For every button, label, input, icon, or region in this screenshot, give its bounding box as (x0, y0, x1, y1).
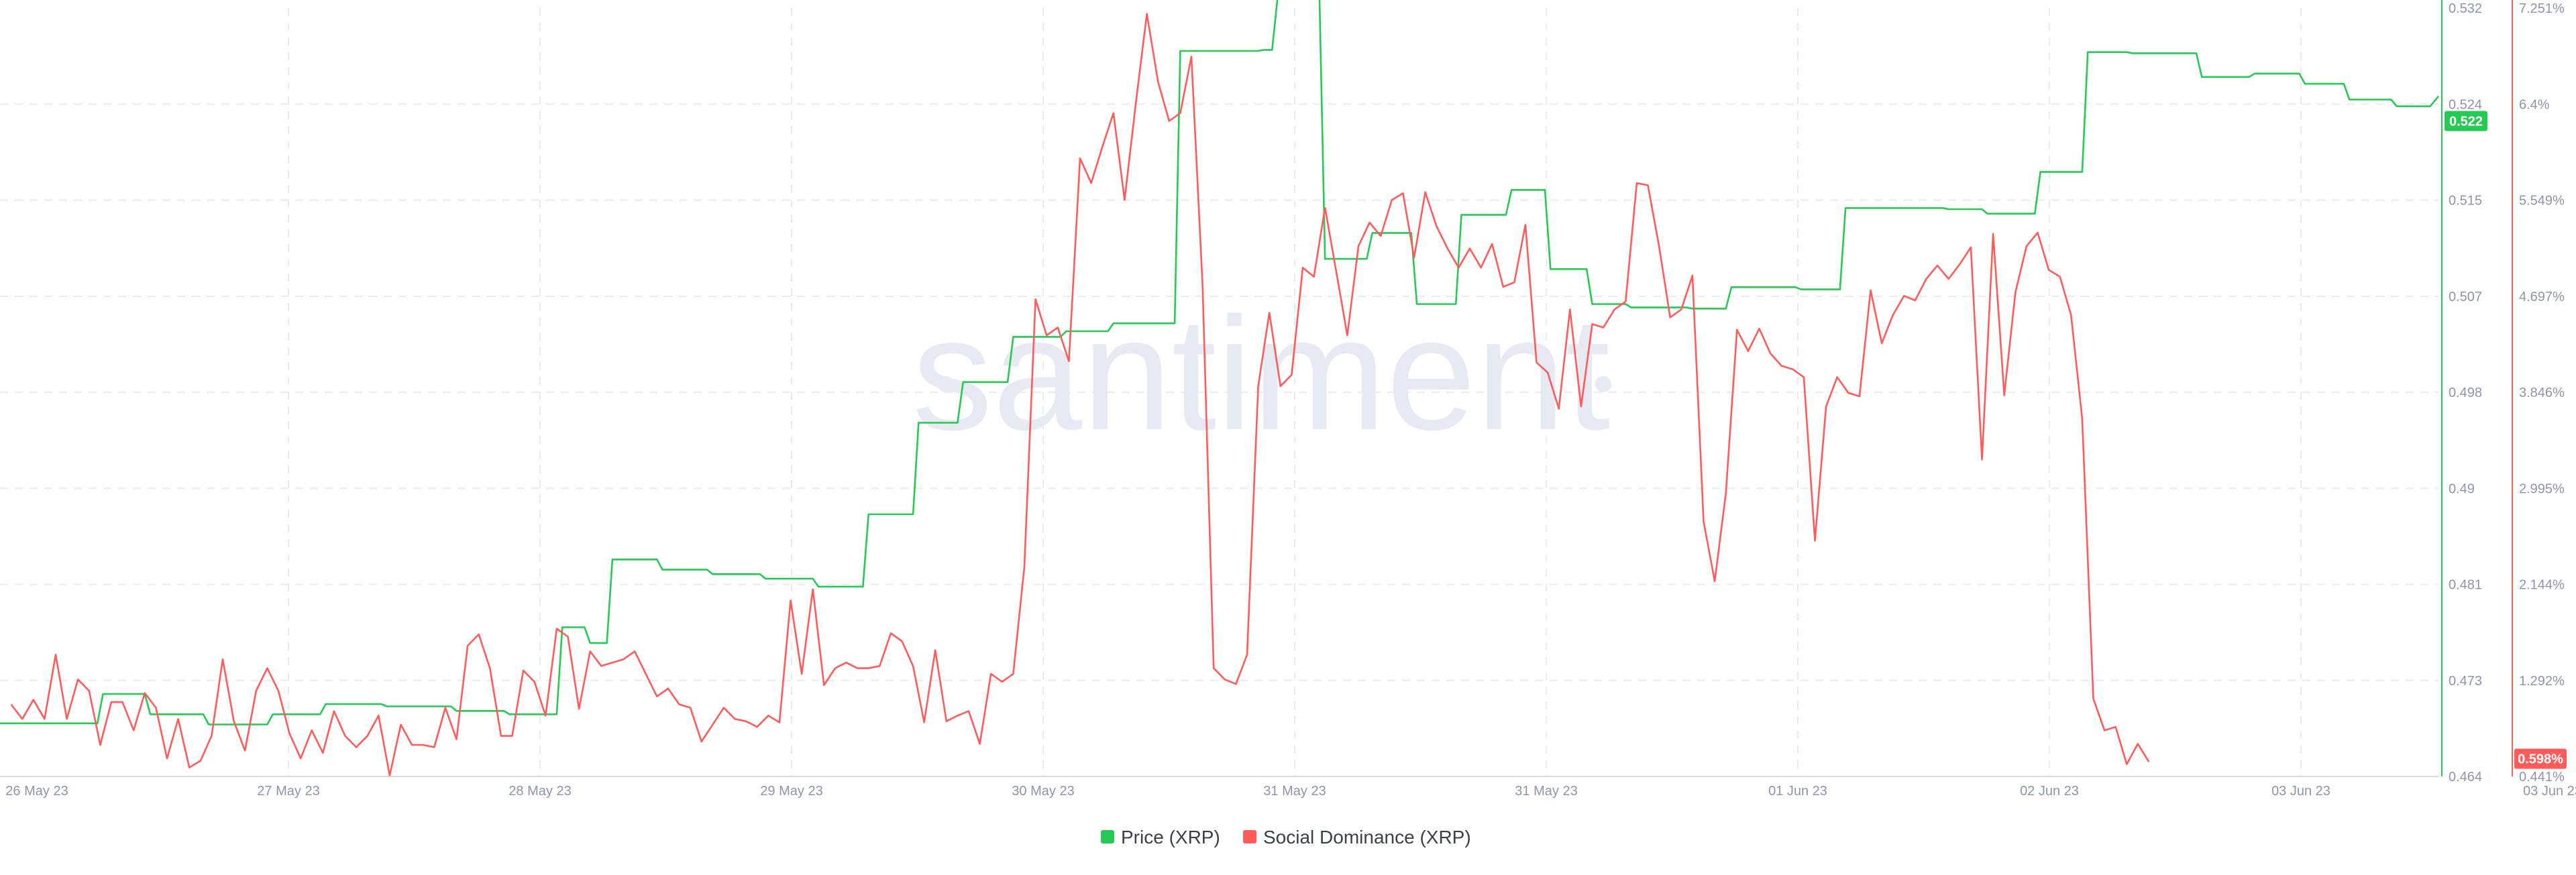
grid-layer (0, 8, 2438, 776)
y-right-tick-label: 1.292% (2519, 674, 2565, 689)
legend-swatch-social[interactable] (1243, 830, 1256, 843)
legend-swatch-price[interactable] (1101, 830, 1114, 843)
y-left-tick-label: 0.498 (2449, 386, 2482, 400)
y-left-tick-label: 0.532 (2449, 1, 2482, 16)
y-right-tick-label: 2.144% (2519, 578, 2565, 593)
x-tick-label: 27 May 23 (257, 784, 319, 799)
x-tick-label: 26 May 23 (5, 784, 68, 799)
y-left-tick-label: 0.524 (2449, 97, 2482, 112)
x-tick-label: 31 May 23 (1515, 784, 1577, 799)
price-current-value: 0.522 (2449, 115, 2483, 129)
social-current-badge (2514, 748, 2567, 769)
series-line-price (0, 0, 2440, 725)
y-left-tick-label: 0.473 (2449, 674, 2482, 689)
x-tick-label: 31 May 23 (1263, 784, 1326, 799)
watermark-dot-right (1595, 376, 1611, 392)
y-right-tick-label: 7.251% (2519, 1, 2565, 16)
legend-label-social[interactable]: Social Dominance (XRP) (1263, 827, 1471, 848)
series-layer (0, 0, 2440, 776)
x-tick-label: 03 Jun 23 (2523, 784, 2576, 799)
y-left-tick-label: 0.507 (2449, 290, 2482, 304)
legend: Price (XRP) Social Dominance (XRP) (1101, 827, 1471, 848)
y-right-tick-label: 6.4% (2519, 97, 2550, 112)
x-tick-label: 29 May 23 (760, 784, 822, 799)
badge-layer: 0.522 0.598% (2445, 111, 2567, 769)
y-right-tick-label: 2.995% (2519, 481, 2565, 496)
legend-label-price[interactable]: Price (XRP) (1121, 827, 1220, 848)
x-tick-label: 30 May 23 (1012, 784, 1074, 799)
axes-layer: 0.532 7.251% 0.524 6.4% 0.515 5.549% 0.507 4.69… (0, 0, 2576, 799)
social-current-value: 0.598% (2518, 752, 2563, 767)
x-tick-label: 28 May 23 (508, 784, 571, 799)
x-tick-label: 01 Jun 23 (1768, 784, 1827, 799)
y-right-tick-label: 3.846% (2519, 386, 2565, 400)
y-left-tick-label: 0.464 (2449, 770, 2482, 784)
y-right-tick-label: 5.549% (2519, 194, 2565, 209)
y-right-tick-label: 0.441% (2519, 770, 2565, 784)
santiment-watermark: santiment (912, 284, 1611, 463)
y-left-tick-label: 0.49 (2449, 481, 2475, 496)
watermark-dot-left (938, 376, 954, 392)
price-current-badge (2445, 111, 2487, 131)
series-line-social-dominance (10, 13, 2150, 776)
y-right-tick-label: 4.697% (2519, 290, 2565, 304)
y-left-tick-label: 0.515 (2449, 194, 2482, 209)
y-left-tick-label: 0.481 (2449, 578, 2482, 593)
x-tick-label: 03 Jun 23 (2271, 784, 2330, 799)
x-tick-label: 02 Jun 23 (2020, 784, 2079, 799)
